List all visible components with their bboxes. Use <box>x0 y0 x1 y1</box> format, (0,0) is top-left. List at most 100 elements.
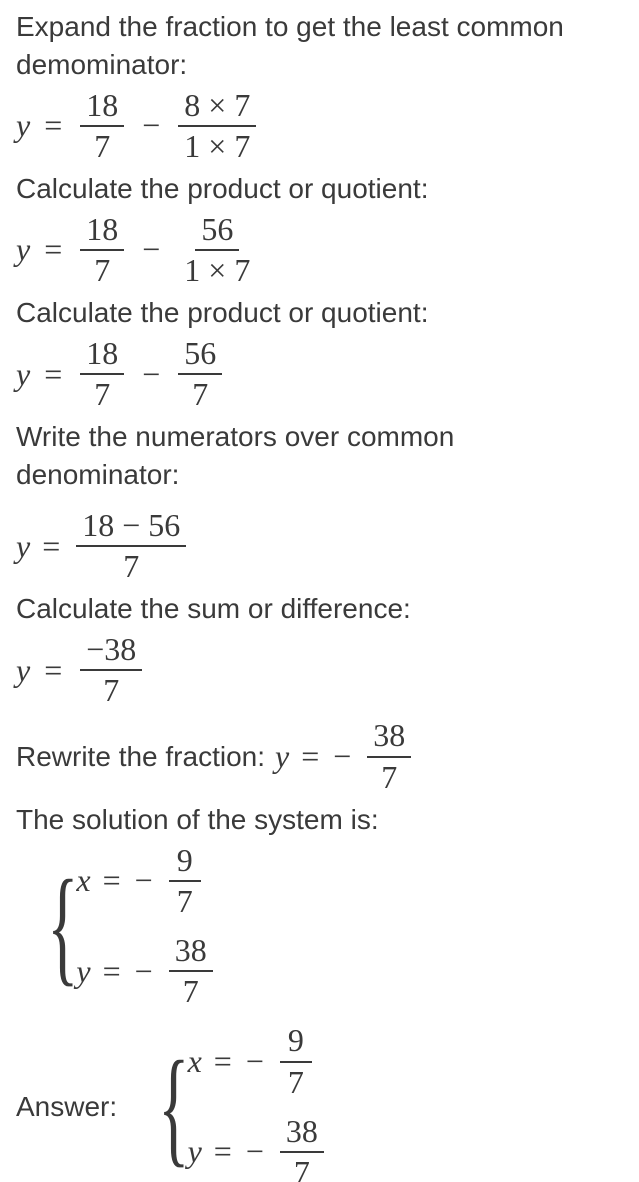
step-calc2: Calculate the product or quotient: y = 1… <box>16 294 623 416</box>
var-y: y <box>188 1130 202 1173</box>
step-text: Expand the fraction to get the least com… <box>16 8 623 84</box>
neg-sign: − <box>331 735 353 778</box>
fraction-b: 56 7 <box>174 336 226 412</box>
numerator: 38 <box>280 1114 324 1153</box>
solution-y: y = − 38 7 <box>76 933 216 1009</box>
neg-sign: − <box>244 1040 266 1083</box>
fraction: 38 7 <box>165 933 217 1009</box>
equals: = <box>42 104 64 147</box>
numerator: 18 − 56 <box>76 508 186 547</box>
denominator: 7 <box>175 972 207 1009</box>
step-text: Write the numerators over common denomin… <box>16 418 623 494</box>
equals: = <box>40 525 62 568</box>
curly-brace-icon: { <box>47 843 78 1010</box>
numerator: 18 <box>80 336 124 375</box>
minus: − <box>140 104 162 147</box>
equals: = <box>299 735 321 778</box>
numerator: −38 <box>80 632 142 671</box>
equals: = <box>42 353 64 396</box>
fraction-a: −38 7 <box>76 632 146 708</box>
step-text: Calculate the product or quotient: <box>16 170 623 208</box>
equation: y = −38 7 <box>16 628 623 712</box>
var-y: y <box>16 525 30 568</box>
fraction-b: 56 1 × 7 <box>174 212 260 288</box>
curly-brace-icon: { <box>158 1023 189 1182</box>
fraction: 9 7 <box>165 843 205 919</box>
equation: y = 18 7 − 56 7 <box>16 332 623 416</box>
equals: = <box>42 228 64 271</box>
step-common-denom: Write the numerators over common denomin… <box>16 418 623 588</box>
numerator: 56 <box>195 212 239 251</box>
numerator: 18 <box>80 88 124 127</box>
brace-content: x = − 9 7 y = − 38 7 <box>76 843 216 1010</box>
equation: y = − 38 7 <box>275 714 415 798</box>
var-y: y <box>16 228 30 271</box>
step-expand: Expand the fraction to get the least com… <box>16 8 623 168</box>
answer-y: y = − 38 7 <box>188 1114 328 1182</box>
answer-label: Answer: <box>16 1088 117 1126</box>
numerator: 9 <box>169 843 201 882</box>
equals: = <box>212 1040 234 1083</box>
fraction-b: 8 × 7 1 × 7 <box>174 88 260 164</box>
solution-system: { x = − 9 7 y = − 38 7 <box>16 839 623 1014</box>
fraction: 9 7 <box>276 1023 316 1099</box>
neg-sign: − <box>133 950 155 993</box>
equals: = <box>101 859 123 902</box>
denominator: 7 <box>95 671 127 708</box>
equals: = <box>42 649 64 692</box>
fraction-a: 18 7 <box>76 88 128 164</box>
step-calc1: Calculate the product or quotient: y = 1… <box>16 170 623 292</box>
step-sumdiff: Calculate the sum or difference: y = −38… <box>16 590 623 712</box>
equation: y = 18 7 − 56 1 × 7 <box>16 208 623 292</box>
numerator: 38 <box>367 718 411 757</box>
numerator: 8 × 7 <box>178 88 256 127</box>
step-text: Rewrite the fraction: <box>16 738 265 776</box>
denominator: 1 × 7 <box>178 251 256 288</box>
var-y: y <box>16 104 30 147</box>
equals: = <box>101 950 123 993</box>
var-x: x <box>76 859 90 902</box>
equation: y = 18 − 56 7 <box>16 504 190 588</box>
var-y: y <box>16 649 30 692</box>
fraction: 38 7 <box>276 1114 328 1182</box>
numerator: 9 <box>280 1023 312 1062</box>
fraction-a: 38 7 <box>363 718 415 794</box>
numerator: 38 <box>169 933 213 972</box>
answer-x: x = − 9 7 <box>188 1023 328 1099</box>
equation: y = 18 7 − 8 × 7 1 × 7 <box>16 84 623 168</box>
solution-heading: The solution of the system is: <box>16 801 623 839</box>
fraction-a: 18 − 56 7 <box>72 508 190 584</box>
denominator: 7 <box>286 1153 318 1182</box>
solution-x: x = − 9 7 <box>76 843 216 919</box>
denominator: 7 <box>86 375 118 412</box>
brace-group: { x = − 9 7 y = − 38 7 <box>127 1023 328 1182</box>
denominator: 7 <box>373 758 405 795</box>
denominator: 1 × 7 <box>178 127 256 164</box>
var-y: y <box>16 353 30 396</box>
numerator: 56 <box>178 336 222 375</box>
minus: − <box>140 228 162 271</box>
minus: − <box>140 353 162 396</box>
numerator: 18 <box>80 212 124 251</box>
var-x: x <box>188 1040 202 1083</box>
denominator: 7 <box>280 1063 312 1100</box>
answer-row: Answer: { x = − 9 7 y = − <box>16 1019 623 1182</box>
brace-content: x = − 9 7 y = − 38 7 <box>188 1023 328 1182</box>
fraction-a: 18 7 <box>76 336 128 412</box>
equals: = <box>212 1130 234 1173</box>
var-y: y <box>76 950 90 993</box>
neg-sign: − <box>244 1130 266 1173</box>
neg-sign: − <box>133 859 155 902</box>
var-y: y <box>275 735 289 778</box>
brace-group: { x = − 9 7 y = − 38 7 <box>16 843 217 1010</box>
denominator: 7 <box>115 547 147 584</box>
denominator: 7 <box>86 251 118 288</box>
step-text: Calculate the sum or difference: <box>16 590 623 628</box>
step-rewrite: Rewrite the fraction: y = − 38 7 <box>16 714 623 798</box>
denominator: 7 <box>169 882 201 919</box>
denominator: 7 <box>86 127 118 164</box>
step-text: Calculate the product or quotient: <box>16 294 623 332</box>
page-root: Expand the fraction to get the least com… <box>0 0 639 1182</box>
denominator: 7 <box>184 375 216 412</box>
fraction-a: 18 7 <box>76 212 128 288</box>
